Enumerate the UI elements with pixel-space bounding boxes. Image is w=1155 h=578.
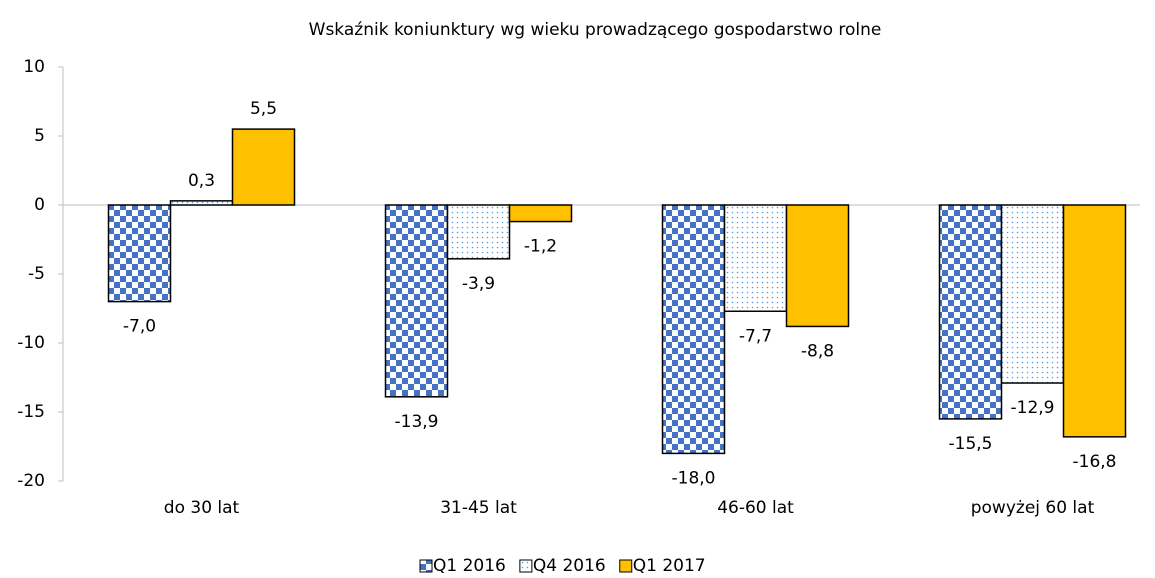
bar <box>508 204 573 223</box>
legend-label: Q4 2016 <box>533 556 606 576</box>
y-tick-label: -20 <box>17 471 45 491</box>
x-tick-label: 46-60 lat <box>717 498 794 518</box>
y-tick-label: 5 <box>34 126 45 146</box>
bar <box>231 128 296 206</box>
value-label: 5,5 <box>250 99 277 119</box>
bar <box>169 200 234 206</box>
value-label: -13,9 <box>395 412 439 432</box>
y-tick-label: 0 <box>34 195 45 215</box>
x-tick-label: powyżej 60 lat <box>971 498 1095 518</box>
value-label: -7,0 <box>123 317 156 337</box>
y-tick-label: -10 <box>17 333 45 353</box>
bar <box>384 204 449 398</box>
legend-label: Q1 2017 <box>633 556 706 576</box>
value-label: -7,7 <box>739 326 772 346</box>
legend-swatch <box>619 559 633 573</box>
bar <box>723 204 788 313</box>
value-label: -1,2 <box>524 237 557 257</box>
legend-swatch <box>419 559 433 573</box>
y-tick-label: -15 <box>17 402 45 422</box>
bar <box>1000 204 1065 384</box>
y-tick-label: -5 <box>28 264 45 284</box>
value-label: -8,8 <box>801 341 834 361</box>
legend-swatch <box>519 559 533 573</box>
value-label: 0,3 <box>188 171 215 191</box>
bar <box>1062 204 1127 438</box>
bar <box>446 204 511 260</box>
value-label: -18,0 <box>672 468 716 488</box>
y-tick-label: 10 <box>23 57 45 77</box>
legend-label: Q1 2016 <box>433 556 506 576</box>
value-label: -3,9 <box>462 274 495 294</box>
bar <box>661 204 726 455</box>
bar <box>107 204 172 303</box>
x-tick-label: 31-45 lat <box>440 498 517 518</box>
value-label: -15,5 <box>949 434 993 454</box>
value-label: -16,8 <box>1073 452 1117 472</box>
chart-title: Wskaźnik koniunktury wg wieku prowadzące… <box>309 20 882 40</box>
bar <box>938 204 1003 420</box>
x-tick-label: do 30 lat <box>164 498 240 518</box>
bar <box>785 204 850 328</box>
value-label: -12,9 <box>1011 398 1055 418</box>
